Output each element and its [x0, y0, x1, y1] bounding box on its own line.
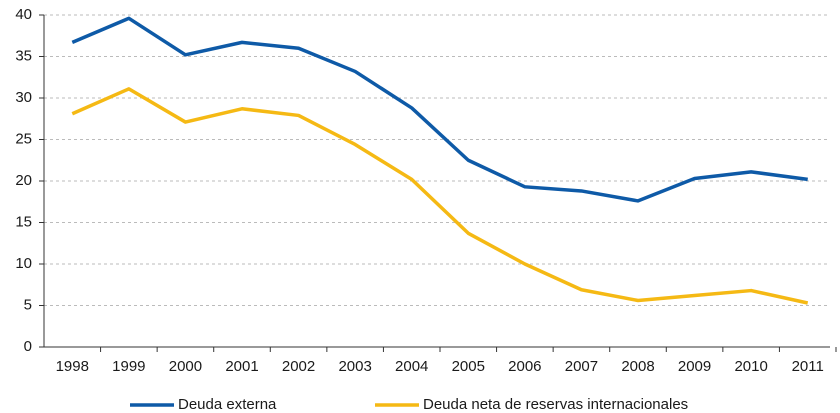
y-tick-label: 25: [15, 130, 32, 147]
line-series: [71, 87, 809, 305]
y-tick-label: 15: [15, 213, 32, 230]
x-tick-label: 1998: [56, 358, 89, 375]
legend-label: Deuda neta de reservas internacionales: [423, 396, 688, 413]
x-tick-label: 2001: [225, 358, 258, 375]
x-tick-label: 1999: [112, 358, 145, 375]
x-tick-label: 2004: [395, 358, 428, 375]
y-tick-label: 20: [15, 172, 32, 189]
x-tick-label: 2000: [169, 358, 202, 375]
y-tick-label: 5: [24, 296, 32, 313]
x-tick-label: 2006: [508, 358, 541, 375]
y-tick-label: 40: [15, 6, 32, 23]
x-tick-label: 2005: [452, 358, 485, 375]
x-tick-label: 2010: [734, 358, 767, 375]
x-tick-label: 2007: [565, 358, 598, 375]
line-series: [71, 16, 808, 203]
y-tick-label: 35: [15, 47, 32, 64]
y-tick-label: 10: [15, 255, 32, 272]
y-tick-label: 30: [15, 89, 32, 106]
legend-label: Deuda externa: [178, 396, 277, 413]
x-tick-label: 2003: [338, 358, 371, 375]
x-tick-label: 2008: [621, 358, 654, 375]
x-tick-label: 2011: [792, 358, 824, 375]
x-tick-label: 2009: [678, 358, 711, 375]
y-tick-label: 0: [24, 338, 32, 355]
x-tick-label: 2002: [282, 358, 315, 375]
